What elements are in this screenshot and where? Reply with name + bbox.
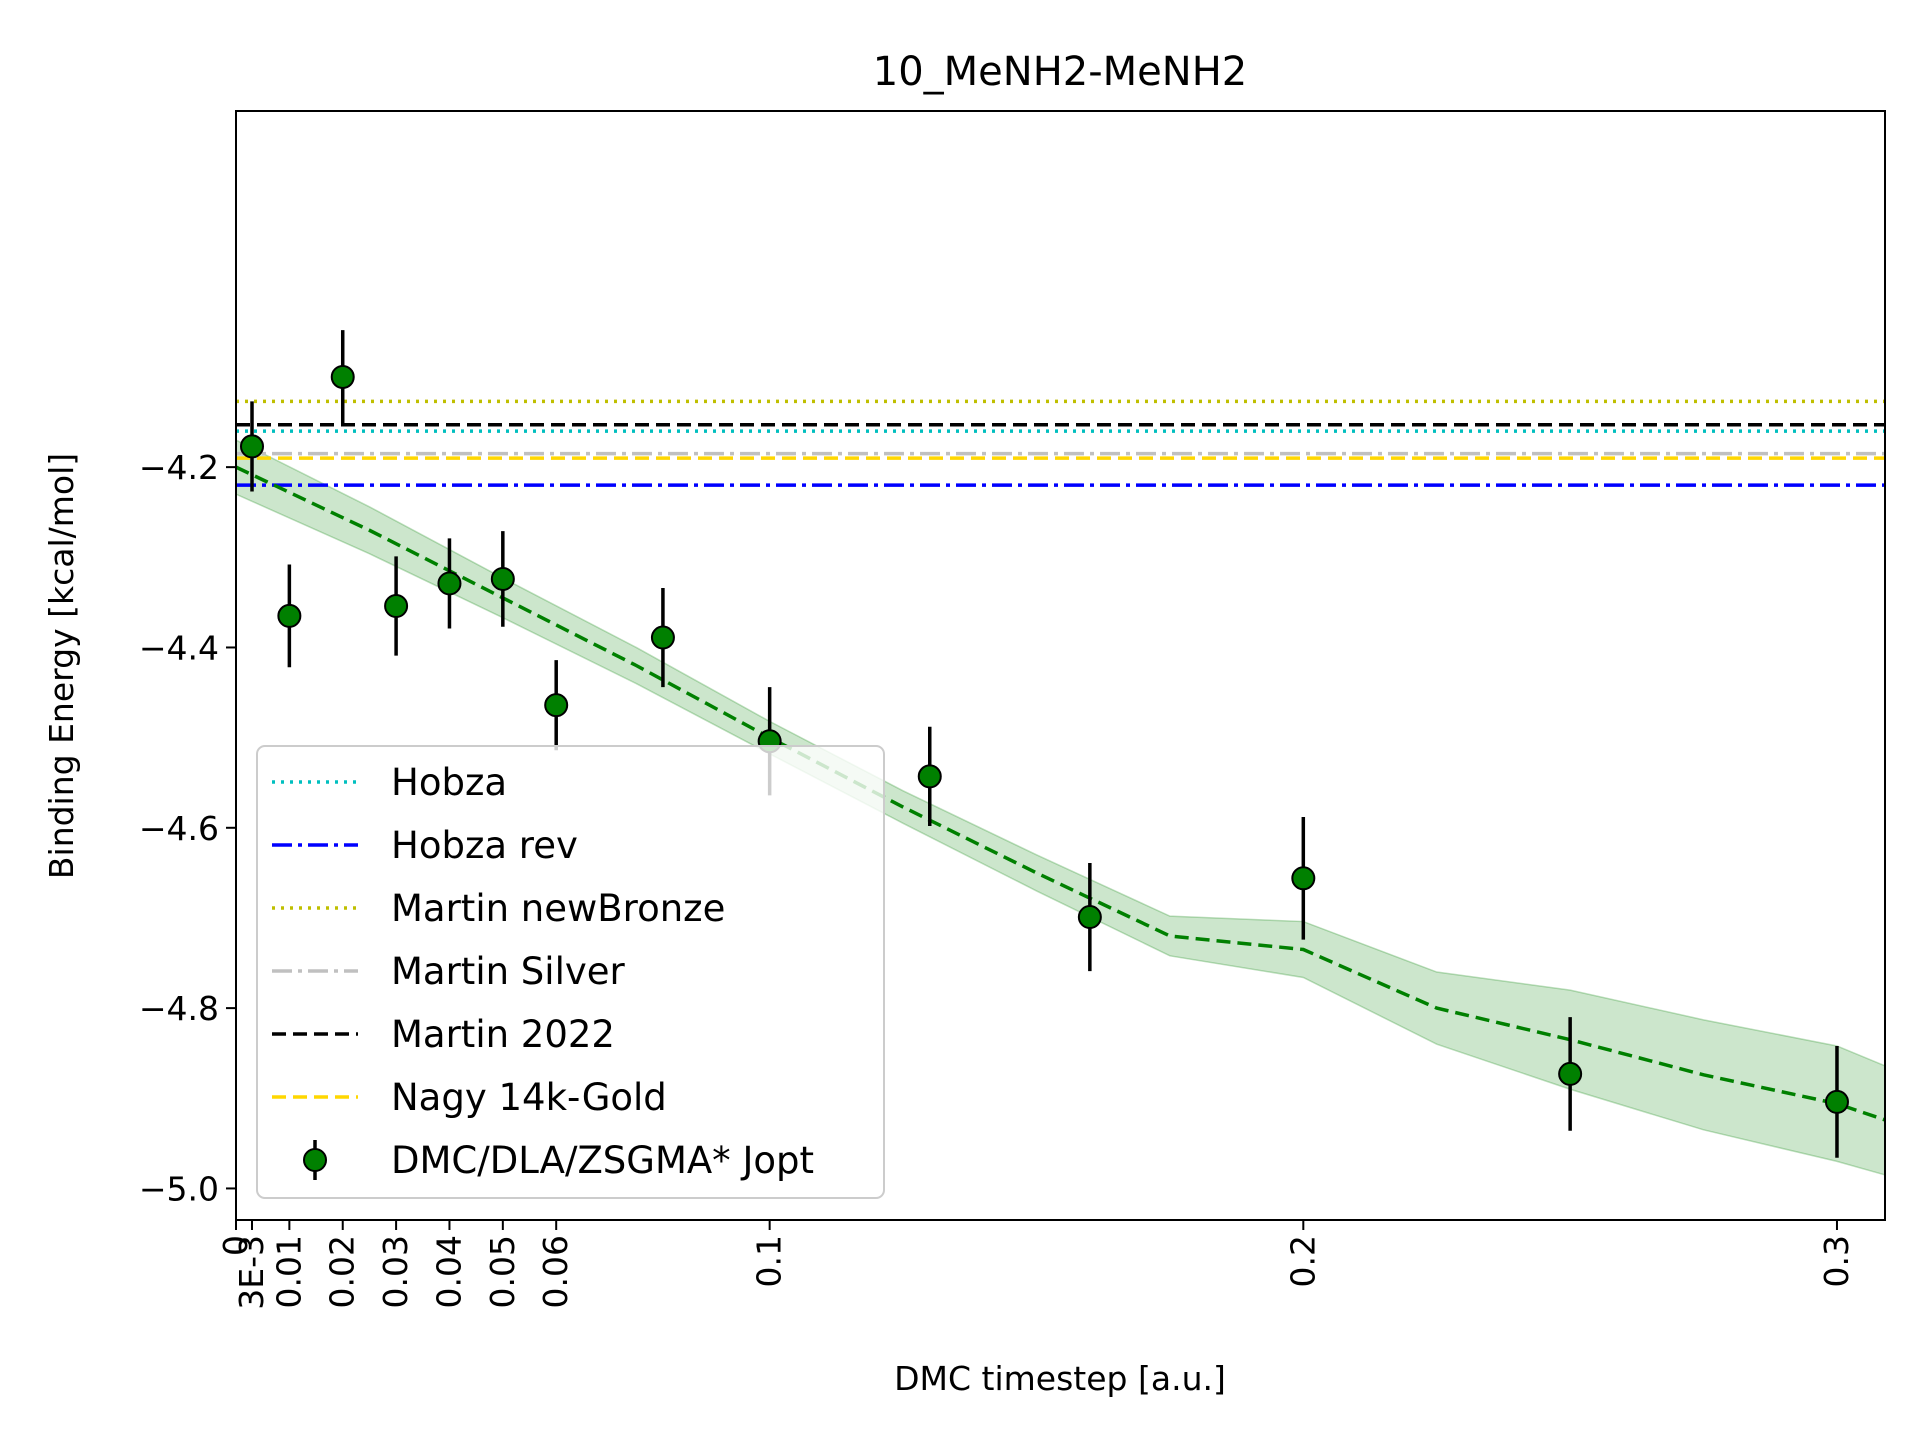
data-point <box>277 603 302 628</box>
legend-box <box>256 745 885 1199</box>
data-point <box>544 693 569 718</box>
legend-label: DMC/DLA/ZSGMA* Jopt <box>391 1139 814 1182</box>
data-point <box>384 593 409 618</box>
y-tick-label: −5.0 <box>139 1169 219 1208</box>
plot-frame <box>235 110 1886 1221</box>
y-tick-label: −4.8 <box>139 989 219 1028</box>
data-point <box>490 566 515 591</box>
fit-line <box>235 465 1886 1122</box>
x-tick-label: 0.1 <box>750 1235 789 1287</box>
x-tick-label: 0.2 <box>1283 1235 1322 1287</box>
data-point <box>240 434 265 459</box>
legend-label: Martin newBronze <box>391 887 725 930</box>
x-tick-label: 0.3 <box>1817 1235 1856 1287</box>
y-tick-label: −4.2 <box>139 448 219 487</box>
data-point <box>330 364 355 389</box>
legend-label: Martin 2022 <box>391 1013 615 1056</box>
x-tick-label: 0.03 <box>376 1235 415 1308</box>
x-tick-label: 0.04 <box>429 1235 468 1308</box>
y-axis-ticks: −4.2 −4.4 −4.6 −4.8 −5.0 <box>139 448 236 1208</box>
legend-label: Martin Silver <box>391 950 626 993</box>
legend-swatch <box>303 1148 327 1172</box>
y-tick-label: −4.4 <box>139 628 219 667</box>
legend-label: Nagy 14k-Gold <box>391 1076 667 1119</box>
x-tick-label: 0 <box>216 1235 255 1256</box>
legend-label: Hobza rev <box>391 824 578 867</box>
reference-lines <box>236 399 1885 487</box>
data-point <box>1824 1089 1849 1114</box>
x-tick-label: 0.02 <box>323 1235 362 1308</box>
fit-line-layer <box>235 465 1886 1122</box>
y-axis-label: Binding Energy [kcal/mol] <box>42 453 81 879</box>
x-axis-label: DMC timestep [a.u.] <box>894 1359 1226 1398</box>
data-point <box>1291 866 1316 891</box>
data-point <box>1077 905 1102 930</box>
data-point <box>650 625 675 650</box>
y-tick-label: −4.6 <box>139 809 219 848</box>
x-tick-label: 0.01 <box>269 1235 308 1308</box>
legend-label: Hobza <box>391 761 507 804</box>
x-tick-label: 0.06 <box>536 1235 575 1308</box>
data-point <box>437 571 462 596</box>
x-axis-ticks: 03E-30.01 0.02 0.03 0.04 0.05 0.06 0.1 0.2 0.3 <box>216 1220 1856 1310</box>
x-tick-label: 0.05 <box>483 1235 522 1308</box>
data-point <box>1558 1061 1583 1086</box>
x-tick-label: 3E-3 <box>232 1235 271 1310</box>
data-point <box>917 764 942 789</box>
legend: Hobza Hobza rev Martin newBronze Martin Sil… <box>256 745 885 1199</box>
chart-title: 10_MeNH2-MeNH2 <box>873 49 1247 95</box>
